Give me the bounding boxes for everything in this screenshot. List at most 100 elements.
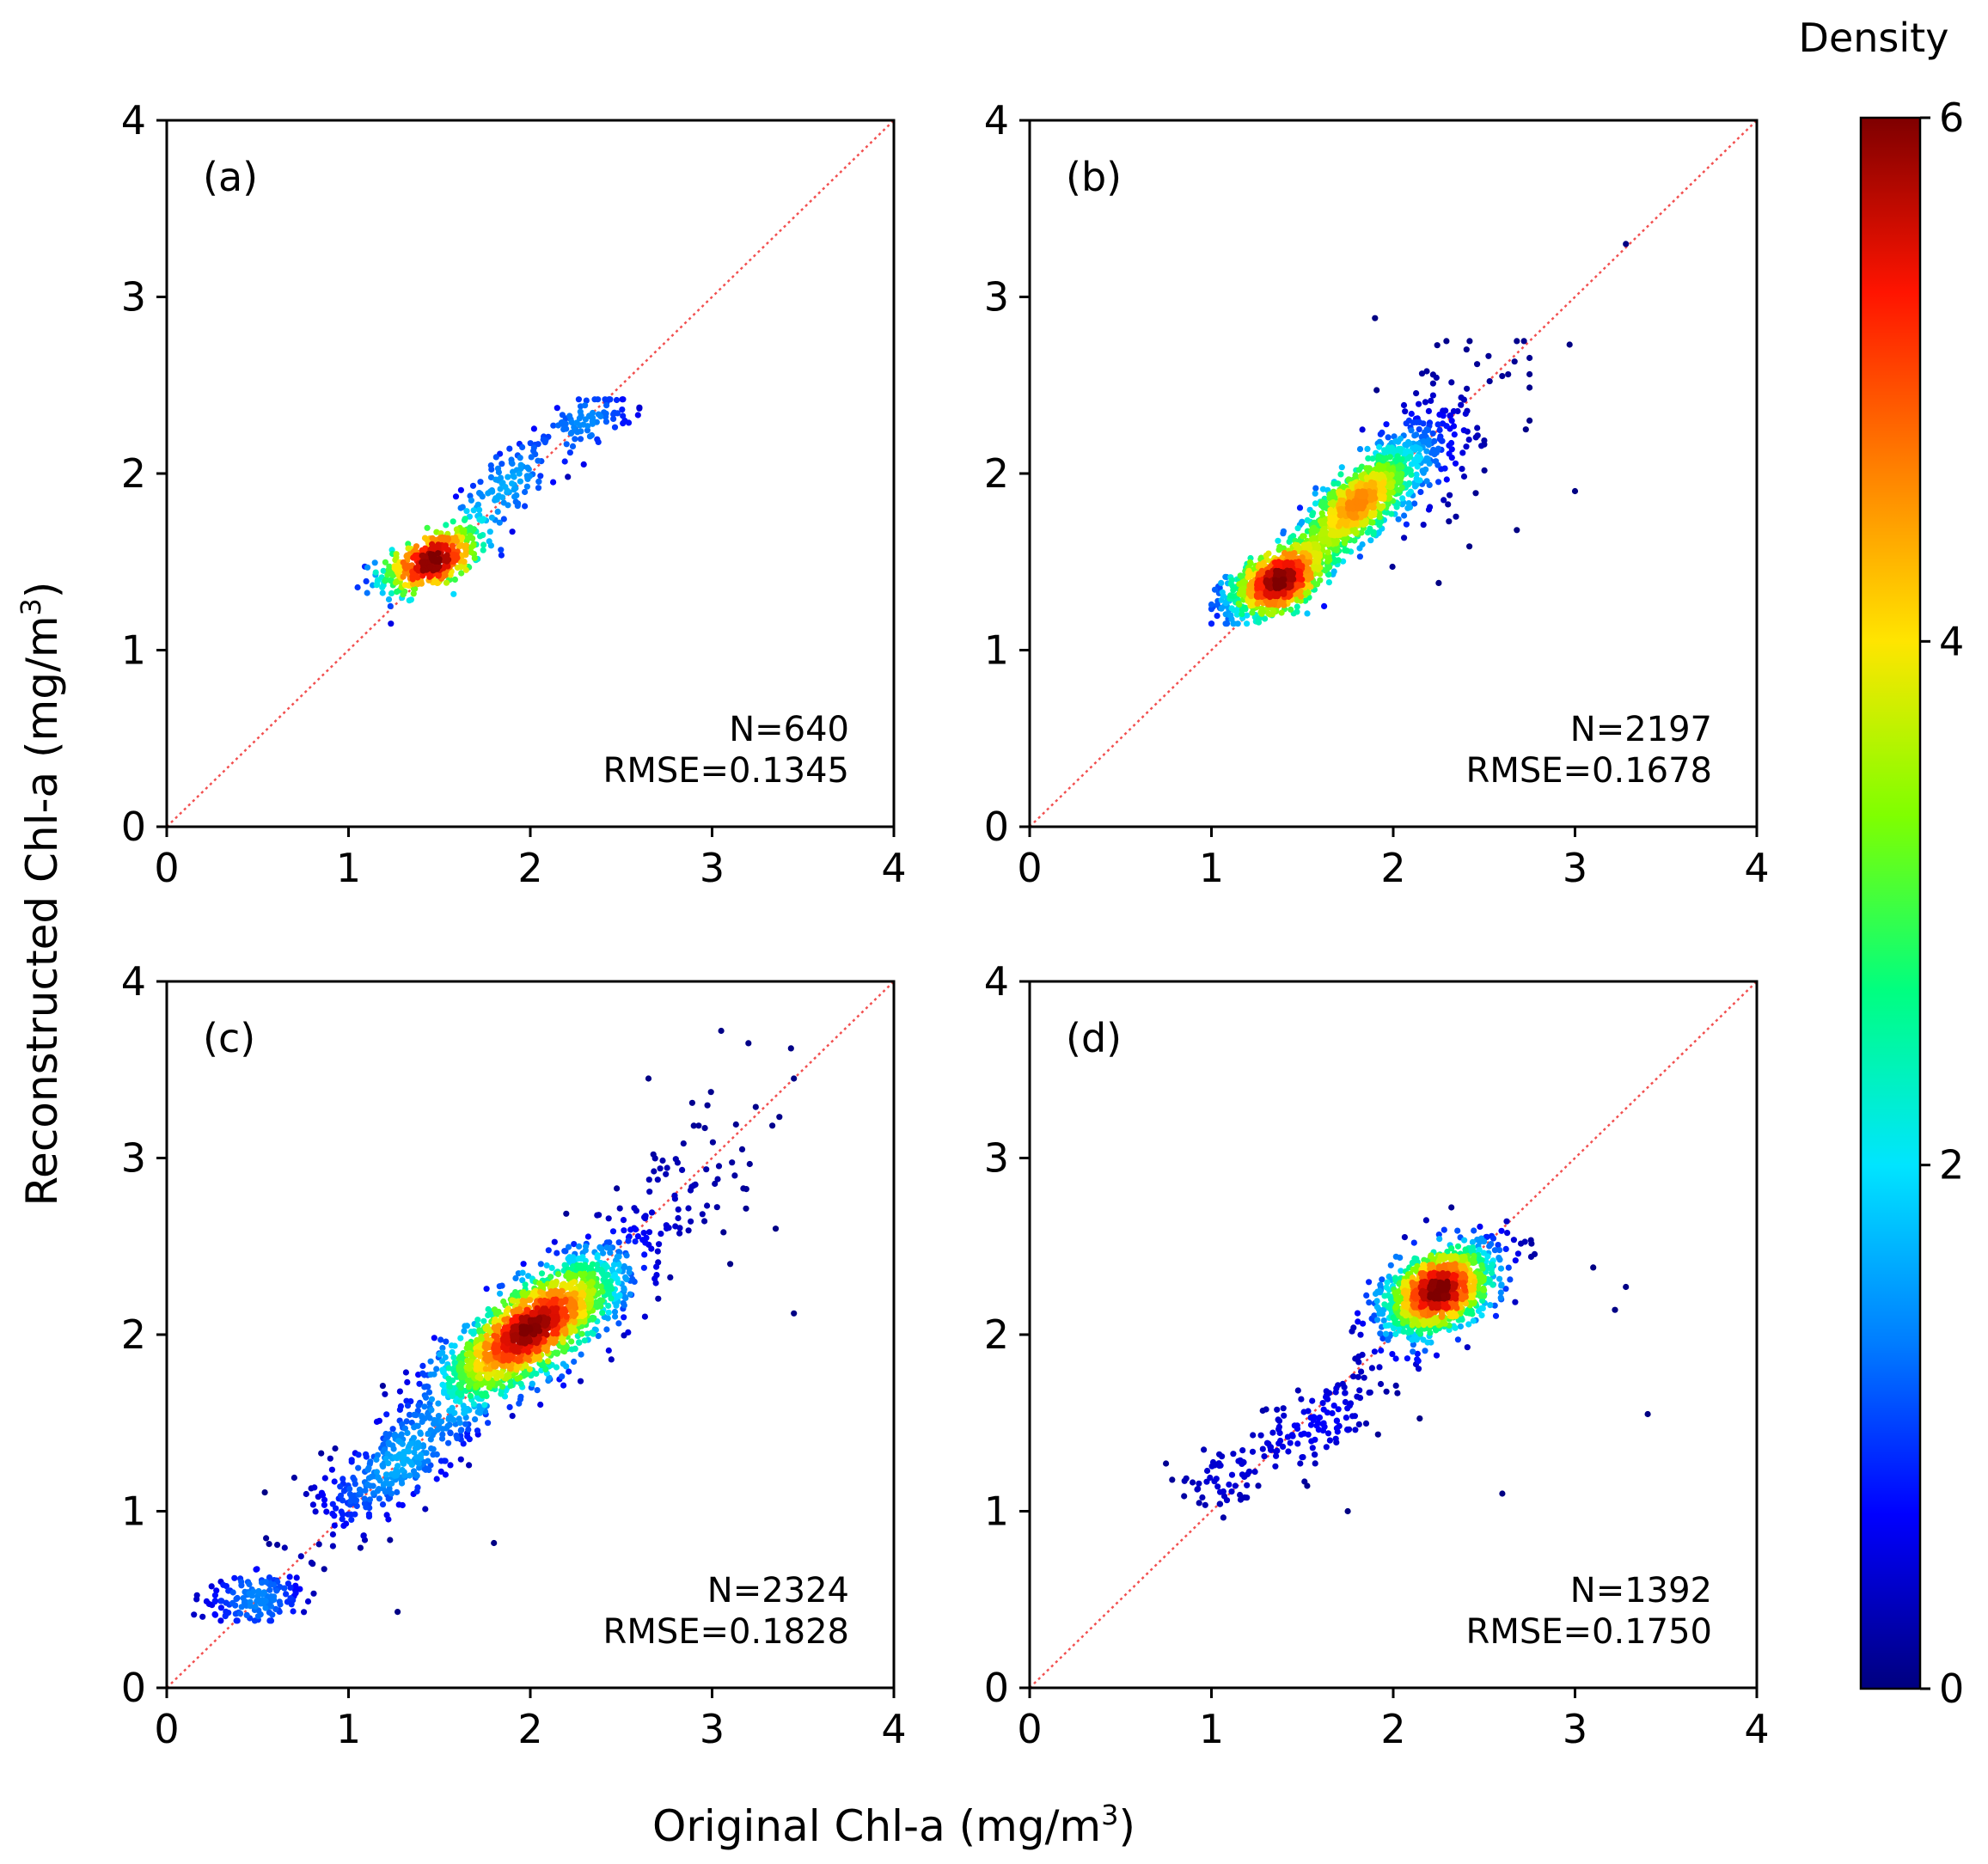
scatter-point [1348, 481, 1355, 488]
scatter-point [1246, 559, 1254, 565]
scatter-point [1460, 396, 1467, 403]
scatter-point [1228, 577, 1235, 584]
scatter-point [522, 488, 529, 496]
scatter-point [1299, 576, 1306, 583]
scatter-point [353, 1497, 360, 1504]
scatter-point [1425, 441, 1432, 448]
scatter-point [373, 1456, 380, 1464]
scatter-point [530, 425, 538, 432]
rmse-label: RMSE=0.1345 [603, 751, 849, 791]
scatter-point [467, 1392, 474, 1399]
scatter-point [1485, 352, 1492, 359]
scatter-point [407, 1440, 413, 1447]
scatter-point [385, 596, 393, 603]
scatter-point [445, 1375, 452, 1382]
scatter-point [274, 1542, 281, 1549]
scatter-point [675, 1206, 682, 1213]
scatter-point [527, 1297, 534, 1304]
scatter-point [1403, 521, 1410, 528]
scatter-point [266, 1617, 273, 1624]
scatter-point [354, 584, 361, 591]
scatter-point [515, 500, 522, 507]
scatter-point [1434, 445, 1442, 452]
scatter-point [552, 1349, 559, 1356]
scatter-point [435, 550, 442, 557]
scatter-point [1280, 530, 1287, 537]
scatter-point [234, 1594, 241, 1602]
scatter-point [483, 1332, 490, 1339]
scatter-point [348, 1457, 355, 1464]
scatter-point [1275, 560, 1281, 567]
scatter-point [1404, 455, 1411, 462]
scatter-point [208, 1583, 215, 1590]
scatter-point [519, 443, 526, 451]
scatter-point [1400, 401, 1408, 409]
scatter-point [528, 454, 535, 461]
n-count-label: N=640 [729, 710, 849, 749]
scatter-point [559, 1373, 566, 1380]
scatter-point [529, 1380, 535, 1387]
x-tick-label: 2 [1380, 845, 1405, 891]
scatter-point [430, 1451, 437, 1458]
scatter-point [1413, 431, 1420, 438]
scatter-point [1420, 468, 1427, 475]
scatter-point [584, 427, 591, 434]
scatter-point [382, 576, 389, 583]
scatter-point [567, 430, 574, 437]
scatter-point [318, 1450, 325, 1457]
scatter-point [501, 1324, 509, 1331]
x-tick-label: 0 [1017, 845, 1042, 891]
scatter-point [485, 1420, 492, 1427]
scatter-point [431, 1335, 437, 1341]
scatter-point [685, 1205, 692, 1212]
scatter-point [409, 576, 416, 583]
scatter-point [1402, 408, 1409, 415]
scatter-point [1383, 455, 1390, 461]
scatter-point [1218, 605, 1225, 612]
scatter-point [379, 584, 386, 591]
scatter-point [1416, 446, 1423, 453]
scatter-point [648, 1209, 656, 1216]
scatter-point [1255, 593, 1262, 601]
scatter-point [1208, 601, 1215, 608]
scatter-point [1288, 570, 1294, 577]
scatter-point [1300, 541, 1307, 548]
scatter-point [422, 1394, 430, 1401]
scatter-point [445, 547, 452, 554]
scatter-point [487, 462, 494, 469]
scatter-point [439, 1381, 446, 1388]
scatter-point [270, 1596, 277, 1603]
scatter-point [547, 1339, 554, 1346]
scatter-point [509, 460, 516, 468]
scatter-point [199, 1613, 206, 1620]
scatter-point [1220, 593, 1226, 600]
scatter-point [633, 1226, 639, 1233]
scatter-point [394, 589, 401, 596]
scatter-point [474, 1336, 480, 1344]
scatter-point [211, 1592, 218, 1598]
scatter-point [435, 1400, 442, 1407]
scatter-point [451, 576, 459, 584]
scatter-point [704, 1102, 711, 1109]
scatter-point [1522, 426, 1529, 433]
scatter-point [547, 1274, 554, 1280]
scatter-point [1395, 516, 1402, 523]
scatter-point [443, 522, 450, 529]
scatter-point [1398, 470, 1405, 478]
scatter-point [379, 590, 386, 596]
scatter-point [287, 1584, 294, 1591]
scatter-point [388, 590, 395, 597]
scatter-point [390, 1445, 397, 1452]
scatter-point [480, 547, 486, 553]
scatter-point [621, 1286, 627, 1293]
scatter-points [191, 1027, 798, 1624]
scatter-point [583, 1243, 590, 1250]
scatter-point [1270, 601, 1277, 608]
scatter-point [232, 1602, 239, 1609]
scatter-point [1325, 579, 1332, 586]
scatter-point [517, 1393, 524, 1400]
scatter-point [1327, 506, 1334, 513]
scatter-point [426, 564, 434, 571]
scatter-point [261, 1489, 268, 1496]
scatter-point [571, 1311, 578, 1318]
